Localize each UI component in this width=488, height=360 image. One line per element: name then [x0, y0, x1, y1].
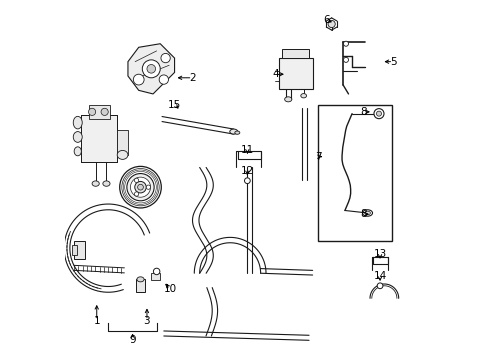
Ellipse shape [73, 116, 82, 129]
Text: 14: 14 [373, 271, 386, 281]
Circle shape [88, 108, 96, 116]
Bar [117, 130, 128, 155]
Circle shape [122, 168, 159, 206]
Ellipse shape [74, 147, 81, 156]
Ellipse shape [117, 150, 128, 159]
Bar [136, 279, 145, 292]
Circle shape [135, 181, 146, 193]
Circle shape [101, 108, 108, 116]
Bar [72, 244, 77, 255]
Text: 5: 5 [389, 57, 396, 67]
Text: 13: 13 [373, 248, 386, 258]
Circle shape [327, 21, 335, 28]
Circle shape [133, 74, 144, 85]
Circle shape [134, 192, 139, 196]
Text: 1: 1 [93, 316, 100, 325]
Ellipse shape [364, 211, 369, 215]
Bar [282, 49, 308, 58]
Ellipse shape [137, 277, 144, 282]
Circle shape [153, 268, 160, 275]
Text: 6: 6 [322, 15, 329, 26]
Text: 8: 8 [360, 107, 366, 117]
Circle shape [134, 178, 139, 183]
Circle shape [376, 283, 382, 289]
Bar [317, 105, 391, 241]
Ellipse shape [362, 210, 372, 216]
Circle shape [147, 64, 155, 73]
Circle shape [137, 184, 143, 190]
Circle shape [142, 60, 160, 78]
Text: 9: 9 [129, 334, 136, 345]
Ellipse shape [92, 181, 99, 186]
Text: 8: 8 [360, 209, 366, 219]
Circle shape [343, 41, 348, 46]
Circle shape [120, 166, 161, 208]
Ellipse shape [300, 94, 306, 98]
Circle shape [376, 111, 381, 116]
Text: 2: 2 [189, 73, 195, 83]
Ellipse shape [284, 97, 291, 102]
Polygon shape [128, 44, 174, 94]
Bar [74, 241, 85, 259]
Text: 4: 4 [272, 69, 279, 79]
Bar [278, 58, 312, 89]
Bar [81, 116, 117, 162]
Circle shape [244, 178, 250, 184]
Circle shape [373, 109, 383, 119]
Circle shape [126, 174, 154, 201]
Text: 10: 10 [163, 284, 176, 294]
Ellipse shape [234, 131, 239, 134]
Circle shape [146, 185, 150, 189]
Circle shape [161, 53, 170, 63]
Bar [88, 105, 110, 119]
Text: 12: 12 [240, 166, 253, 176]
Circle shape [343, 57, 348, 62]
Ellipse shape [73, 132, 82, 142]
Text: 3: 3 [143, 316, 150, 325]
Ellipse shape [102, 181, 110, 186]
Circle shape [159, 75, 168, 84]
Text: 7: 7 [314, 152, 321, 162]
Ellipse shape [229, 129, 237, 134]
Circle shape [130, 177, 150, 197]
Text: 11: 11 [240, 144, 253, 154]
Bar [151, 273, 160, 280]
Text: 15: 15 [167, 100, 181, 110]
